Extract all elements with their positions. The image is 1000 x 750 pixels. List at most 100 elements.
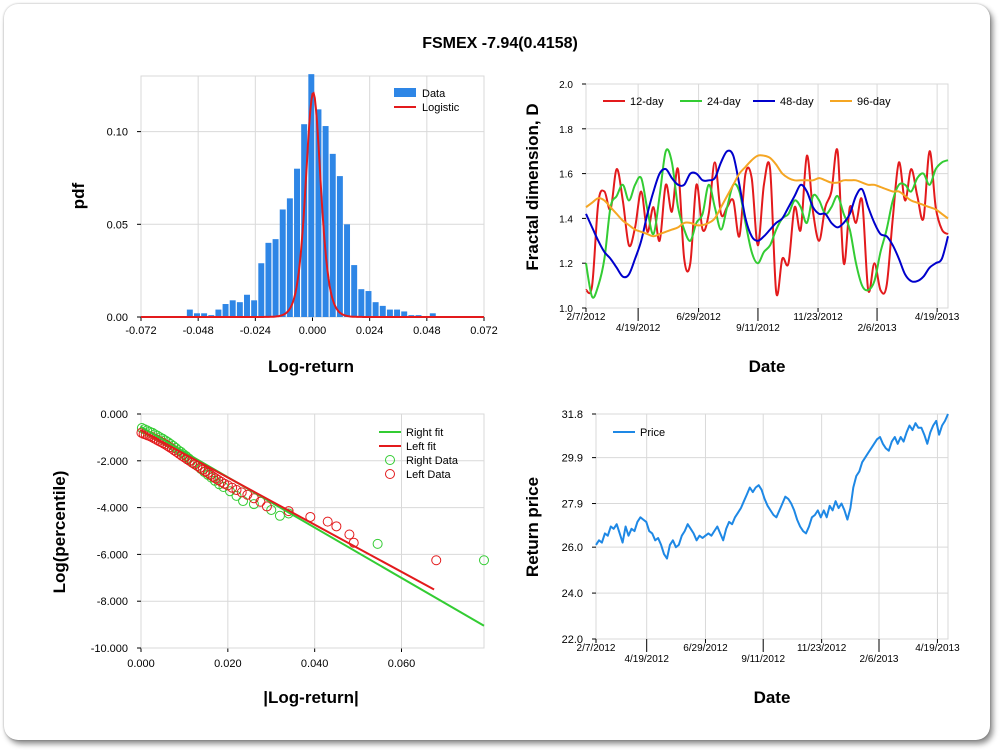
price-x-tick-label: 6/29/2012 <box>683 643 728 654</box>
tail-legend-label: Right Data <box>406 455 459 467</box>
price-y-axis-label: Return price <box>523 477 542 577</box>
left-data-point <box>202 467 213 478</box>
pdf-histogram-bar <box>286 198 293 317</box>
price-plot-border <box>595 413 949 640</box>
fractal-series-96-day-line <box>585 154 949 238</box>
fractal-y-axis-label: Fractal dimension, D <box>523 103 542 270</box>
fractal-series-24-day-line <box>585 148 949 299</box>
fractal-series-12-day-line <box>585 148 949 297</box>
pdf-y-axis-label: pdf <box>69 182 88 209</box>
left-fit-line <box>140 429 435 591</box>
price-x-tick-label: 4/19/2013 <box>915 643 960 654</box>
pdf-x-tick-label: -0.048 <box>183 325 214 337</box>
pdf-histogram-panel: -0.072 -0.048 -0.024 0.000 0.024 0.048 0.072 0.… <box>69 74 498 376</box>
fractal-x-tick-label: 11/23/2012 <box>793 312 843 323</box>
price-y-tick-label: 26.0 <box>562 542 583 554</box>
left-data-point <box>248 493 259 504</box>
tail-fit-panel: 0.000 0.020 0.040 0.060 0.000 -2.000 -4.000 -6.… <box>50 409 489 707</box>
tail-y-axis-label: Log(percentile) <box>50 471 69 594</box>
left-data-point <box>242 489 253 500</box>
pdf-histogram-bar <box>294 168 300 317</box>
fractal-y-tick-label: 1.8 <box>559 125 573 136</box>
pdf-histogram-bar <box>272 239 279 317</box>
tail-y-tick-label: -4.000 <box>97 503 128 515</box>
legend-data-swatch <box>394 88 416 97</box>
price-x-axis-label: Date <box>754 688 791 707</box>
price-x-tick-label: 2/6/2013 <box>860 654 899 665</box>
fractal-y-tick-label: 1.6 <box>559 170 573 181</box>
price-series-line <box>595 413 949 560</box>
pdf-histogram-bar <box>279 209 286 317</box>
pdf-histogram-bar <box>372 302 379 317</box>
tail-y-tick-label: 0.000 <box>100 409 128 421</box>
return-price-panel: 22.0 24.0 26.0 27.9 29.9 31.8 2/7/2012 6/29/201… <box>523 409 960 707</box>
pdf-histogram-bar <box>186 309 193 317</box>
pdf-histogram-bar <box>229 300 236 317</box>
pdf-histogram-bar <box>429 313 436 317</box>
price-x-tick-label: 9/11/2012 <box>741 654 785 665</box>
fractal-x-tick-label: 6/29/2012 <box>676 312 721 323</box>
pdf-y-tick-label: 0.00 <box>107 312 128 324</box>
price-x-tick-label: 4/19/2012 <box>624 654 669 665</box>
logistic-fit-line <box>141 91 484 318</box>
tail-x-axis-label: |Log-return| <box>263 688 358 707</box>
left-data-point <box>197 464 208 475</box>
left-data-point <box>216 476 227 487</box>
fractal-series-48-day-line <box>585 149 949 283</box>
fractal-y-tick-label: 1.0 <box>559 304 573 315</box>
left-data-point <box>210 473 221 484</box>
tail-y-tick-label: -8.000 <box>97 596 128 608</box>
left-data-point <box>431 555 442 566</box>
pdf-histogram-bar <box>251 300 258 317</box>
pdf-histogram-bar <box>358 289 365 317</box>
right-data-point <box>274 510 285 521</box>
pdf-histogram-bar <box>351 265 358 317</box>
fractal-y-tick-label: 1.4 <box>559 214 573 225</box>
pdf-histogram-bar <box>386 309 393 317</box>
pdf-histogram-bar <box>329 153 336 317</box>
price-x-tick-label: 2/7/2012 <box>577 643 616 654</box>
pdf-histogram-bar <box>315 109 322 317</box>
fractal-legend-label: 12-day <box>630 96 664 108</box>
tail-y-tick-label: -6.000 <box>97 549 128 561</box>
fractal-x-tick-label: 2/6/2013 <box>858 323 897 334</box>
fractal-legend-label: 96-day <box>857 96 891 108</box>
left-data-point <box>200 466 211 477</box>
left-data-point <box>213 474 224 485</box>
fractal-x-axis-label: Date <box>749 357 786 376</box>
pdf-histogram-bar <box>344 224 351 317</box>
pdf-x-tick-label: 0.072 <box>470 325 498 337</box>
pdf-histogram-bar <box>322 126 329 317</box>
pdf-histogram-bar <box>193 313 200 317</box>
tail-x-tick-label: 0.020 <box>214 658 242 670</box>
tail-x-tick-label: 0.000 <box>127 658 155 670</box>
pdf-x-tick-label: 0.048 <box>413 325 441 337</box>
left-data-point <box>283 506 294 517</box>
tail-x-tick-label: 0.040 <box>301 658 329 670</box>
fractal-x-tick-label: 2/7/2012 <box>567 312 606 323</box>
legend-data-label: Data <box>422 88 446 100</box>
pdf-histogram-bar <box>394 309 401 317</box>
pdf-histogram-bar <box>215 309 222 317</box>
pdf-histogram-bar <box>222 304 229 317</box>
fractal-x-tick-label: 9/11/2012 <box>736 323 780 334</box>
tail-y-tick-label: -2.000 <box>97 456 128 468</box>
left-data-point <box>231 485 242 496</box>
right-fit-line <box>140 426 485 627</box>
chart-frame <box>4 4 990 740</box>
tail-legend-label: Left Data <box>406 469 452 481</box>
price-y-tick-label: 31.8 <box>562 409 583 421</box>
pdf-histogram-bar <box>258 263 265 317</box>
pdf-histogram-bar <box>308 74 315 318</box>
right-data-point <box>372 538 383 549</box>
pdf-x-tick-label: -0.024 <box>240 325 271 337</box>
right-data-point <box>238 496 249 507</box>
fractal-dimension-panel: 1.0 1.2 1.4 1.6 1.8 2.0 2/7/2012 6/29/2012 11/23… <box>523 80 960 376</box>
fractal-legend-label: 48-day <box>780 96 814 108</box>
legend-logistic-label: Logistic <box>422 102 460 114</box>
pdf-histogram-bar <box>201 313 208 317</box>
figure-title: FSMEX -7.94(0.4158) <box>422 35 578 52</box>
price-legend-label: Price <box>640 427 665 439</box>
left-data-point <box>208 471 219 482</box>
